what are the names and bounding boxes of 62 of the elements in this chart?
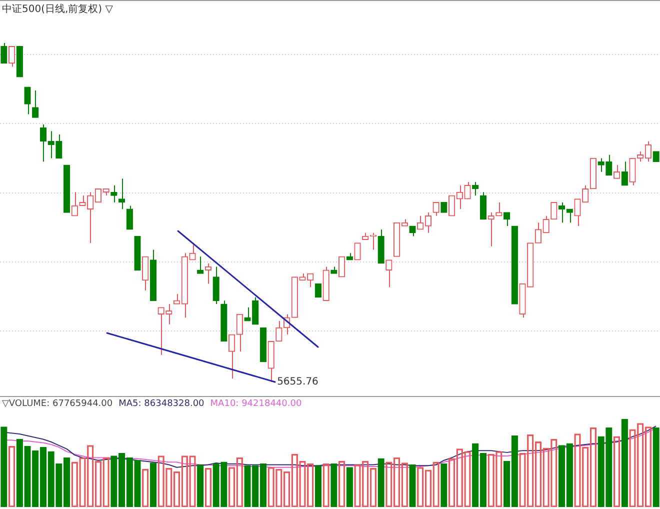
text: MA5: 86348328.00 [118, 399, 204, 409]
candlestick [8, 46, 16, 68]
candlestick [354, 242, 361, 260]
bar [244, 465, 251, 507]
candlestick [118, 178, 126, 210]
candlestick [204, 262, 212, 284]
bar [652, 427, 660, 507]
bar [378, 458, 384, 507]
bar [220, 462, 228, 507]
candlestick [621, 161, 628, 186]
candlestick [244, 306, 251, 322]
candlestick [0, 42, 8, 64]
candlestick [252, 296, 259, 325]
candlestick [110, 184, 118, 203]
bar [24, 446, 31, 507]
candlestick [142, 256, 149, 291]
bar [16, 438, 23, 507]
bar [440, 464, 448, 507]
chart-title: 中证500(日线,前复权) ▽ [2, 2, 113, 16]
bar [606, 427, 612, 507]
bar [197, 464, 204, 507]
candlestick [56, 134, 62, 159]
candlestick [32, 90, 39, 118]
candlestick [314, 283, 322, 298]
candlestick [228, 334, 236, 380]
candlestick [606, 154, 612, 176]
candlestick [574, 198, 581, 227]
bar [134, 460, 141, 507]
candlestick [598, 158, 604, 172]
candlestick [24, 86, 31, 115]
candlestick [236, 314, 243, 352]
candlestick [496, 202, 502, 216]
candlestick [197, 256, 204, 274]
text: MA10: 94218440.00 [210, 399, 302, 409]
annotation: 5655.76 [277, 376, 318, 388]
candlestick [307, 273, 314, 288]
candlestick [338, 256, 346, 278]
candlestick [386, 259, 392, 288]
bar [598, 436, 604, 507]
candlestick [212, 266, 220, 305]
candlestick [166, 304, 172, 325]
candlestick [126, 205, 133, 230]
candlestick [550, 202, 558, 220]
bar [330, 464, 338, 507]
candlestick [158, 306, 164, 356]
candlestick [71, 192, 78, 216]
bar [621, 419, 628, 507]
candlestick [472, 181, 479, 196]
candlestick [613, 164, 620, 180]
bar [346, 467, 353, 507]
candlestick [488, 212, 494, 247]
candlestick [464, 181, 471, 200]
bar [212, 464, 220, 507]
bar [409, 464, 416, 507]
bar [150, 462, 157, 507]
candlestick [79, 195, 86, 206]
text: ▽VOLUME: 67765944.00 [2, 399, 113, 409]
candlestick [480, 192, 487, 220]
bar [314, 465, 322, 507]
candlestick [629, 158, 636, 186]
bar [0, 426, 8, 507]
candlestick [189, 242, 196, 260]
